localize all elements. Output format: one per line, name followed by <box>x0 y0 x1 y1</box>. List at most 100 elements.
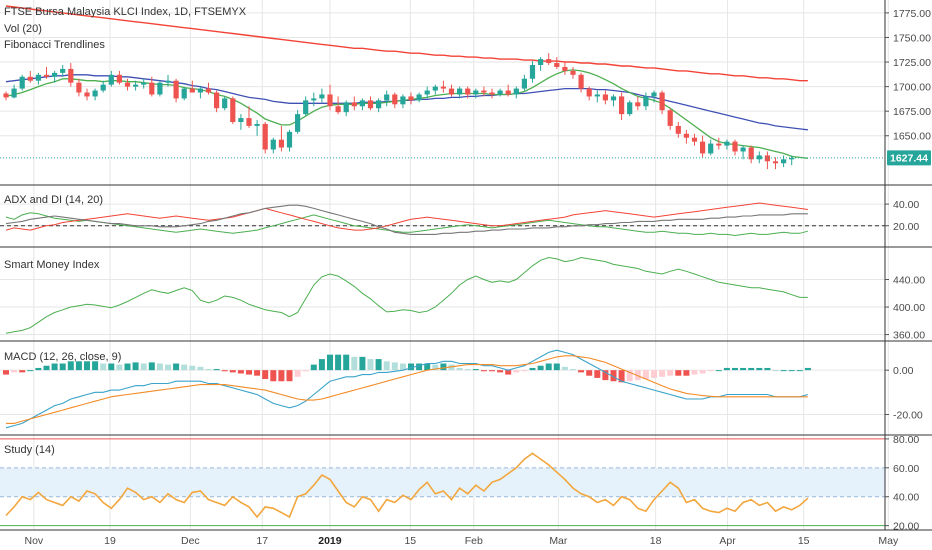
smi-y-tick-label: 400.00 <box>893 302 925 314</box>
macd-histogram-bar <box>140 363 147 371</box>
macd-histogram-bar <box>667 370 674 376</box>
macd-histogram-bar <box>67 361 74 371</box>
macd-histogram-bar <box>764 367 771 371</box>
price-y-tick-label: 1750.00 <box>893 32 931 44</box>
adx-y-tick-label: 20.00 <box>893 221 919 233</box>
candle-body <box>521 78 527 89</box>
x-tick-label: 15 <box>798 535 810 547</box>
candle-body <box>52 72 58 77</box>
macd-histogram-bar <box>132 362 139 371</box>
candle-body <box>562 66 568 71</box>
macd-histogram-bar <box>497 370 504 373</box>
macd-histogram-bar <box>173 363 180 371</box>
candle-body <box>376 100 382 109</box>
macd-histogram-bar <box>610 370 617 382</box>
macd-histogram-bar <box>351 356 358 371</box>
x-tick-label: 2019 <box>318 535 342 547</box>
candle-body <box>700 141 706 154</box>
macd-histogram-bar <box>464 369 471 371</box>
candle-body <box>76 82 82 93</box>
macd-histogram-bar <box>602 370 609 381</box>
candle-body <box>43 74 50 77</box>
candle-body <box>602 94 608 101</box>
study-y-tick-label: 40.00 <box>893 492 919 504</box>
price-y-tick-label: 1675.00 <box>893 106 931 118</box>
candle-body <box>197 88 203 93</box>
macd-histogram-bar <box>84 361 90 371</box>
candle-body <box>643 96 649 107</box>
candle-body <box>367 100 374 109</box>
x-tick-label: Mar <box>549 535 568 547</box>
candle-body <box>327 94 333 107</box>
candle-body <box>19 76 25 89</box>
macd-histogram-bar <box>521 370 528 372</box>
macd-histogram-bar <box>116 364 123 371</box>
macd-histogram-bar <box>92 361 99 371</box>
macd-histogram-bar <box>788 370 795 372</box>
candle-body <box>457 88 463 95</box>
study-band <box>0 467 885 497</box>
candle-body <box>400 96 406 105</box>
macd-histogram-bar <box>472 369 479 371</box>
candle-body <box>157 82 163 95</box>
candle-body <box>214 92 220 109</box>
x-tick-label: Dec <box>181 535 200 547</box>
candle-body <box>222 98 228 109</box>
candle-body <box>359 100 365 107</box>
candle-body <box>133 84 139 87</box>
macd-histogram-bar <box>545 363 552 371</box>
candle-body <box>610 96 617 101</box>
price-y-tick-label: 1700.00 <box>893 82 931 94</box>
macd-histogram-bar <box>756 367 763 371</box>
last-price-badge: 1627.44 <box>887 150 931 166</box>
candle-body <box>205 88 212 93</box>
pane-label-macd: MACD (12, 26, close, 9) <box>4 351 121 363</box>
study-y-tick-label: 80.00 <box>893 434 919 446</box>
macd-histogram-bar <box>148 362 155 371</box>
candle-body <box>246 118 252 126</box>
macd-histogram-bar <box>19 370 26 373</box>
adx-y-tick-label: 40.00 <box>893 199 919 211</box>
macd-histogram-bar <box>448 364 455 371</box>
candle-body <box>116 74 122 83</box>
candle-body <box>432 86 438 91</box>
macd-histogram-bar <box>3 370 9 375</box>
candle-body <box>230 98 236 122</box>
candle-body <box>27 76 33 81</box>
macd-histogram-bar <box>189 365 196 371</box>
indicator-label-vol: Vol (20) <box>4 23 42 35</box>
macd-histogram-bar <box>513 370 520 373</box>
candle-body <box>619 96 625 115</box>
macd-histogram-bar <box>772 370 779 372</box>
macd-histogram-bar <box>505 370 512 375</box>
macd-histogram-bar <box>456 367 463 371</box>
macd-histogram-bar <box>108 363 115 371</box>
indicator-label-fib: Fibonacci Trendlines <box>4 39 105 51</box>
macd-histogram-bar <box>691 370 698 375</box>
macd-histogram-bar <box>796 370 803 372</box>
macd-histogram-bar <box>213 369 220 371</box>
axis-layer: Nov 19 Dec 17 2019 15 Feb Mar 18 Apr 15 May 1775.00 1… <box>24 8 931 547</box>
macd-histogram-bar <box>302 370 309 372</box>
smi-y-tick-label: 440.00 <box>893 275 925 287</box>
candle-body <box>424 90 430 95</box>
candle-body <box>141 82 147 85</box>
x-tick-label: 17 <box>256 535 268 547</box>
x-tick-label: May <box>878 535 899 547</box>
macd-histogram-bar <box>748 367 755 371</box>
candle-body <box>667 110 673 126</box>
macd-histogram-bar <box>100 363 107 371</box>
study-y-tick-label: 60.00 <box>893 463 919 475</box>
candle-body <box>238 118 244 122</box>
candle-body <box>764 155 770 162</box>
candle-body <box>60 68 66 73</box>
macd-histogram-bar <box>804 367 811 371</box>
pane-label-adx: ADX and DI (14, 20) <box>4 194 103 206</box>
candle-body <box>351 102 357 107</box>
candle-body <box>3 93 9 98</box>
candle-body <box>781 159 787 164</box>
candle-body <box>473 90 479 95</box>
macd-histogram-bar <box>262 370 269 380</box>
x-tick-label: 15 <box>404 535 416 547</box>
candle-body <box>448 88 455 95</box>
